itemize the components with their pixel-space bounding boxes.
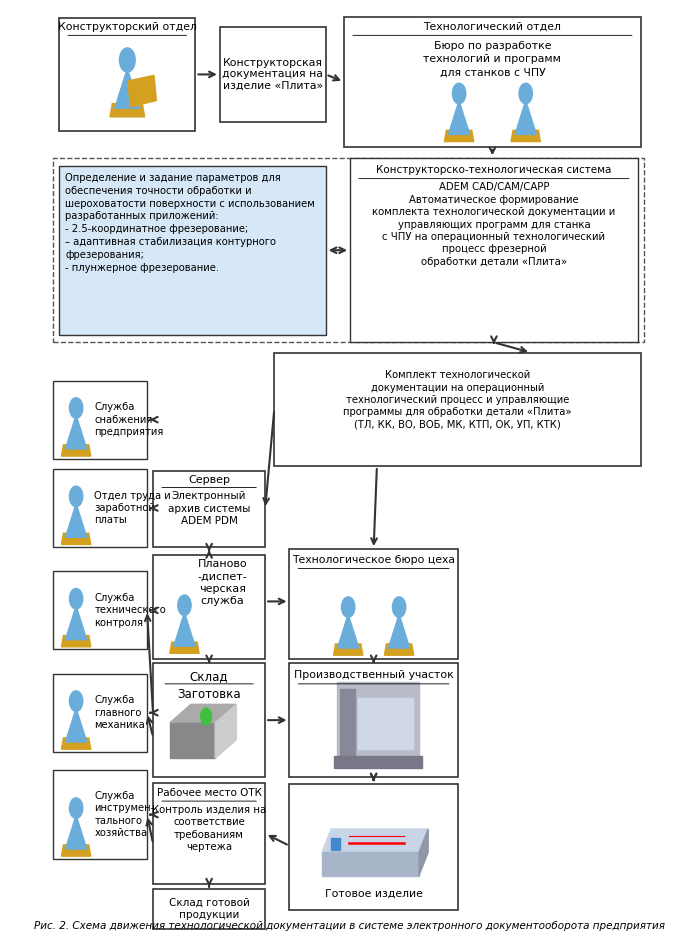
Polygon shape: [169, 723, 215, 758]
Polygon shape: [444, 130, 474, 141]
Circle shape: [178, 595, 191, 616]
Circle shape: [69, 691, 83, 711]
Polygon shape: [334, 756, 422, 768]
Polygon shape: [322, 829, 428, 853]
Circle shape: [69, 398, 83, 418]
FancyBboxPatch shape: [153, 554, 265, 659]
Polygon shape: [110, 104, 145, 117]
Circle shape: [69, 797, 83, 818]
Text: Служба
технического
контроля: Служба технического контроля: [94, 593, 166, 628]
Polygon shape: [215, 704, 237, 758]
FancyBboxPatch shape: [289, 664, 458, 777]
Circle shape: [69, 486, 83, 506]
Text: Служба
главного
механика: Служба главного механика: [94, 695, 145, 730]
Polygon shape: [515, 101, 536, 135]
Text: Готовое изделие: Готовое изделие: [325, 889, 423, 899]
Text: Технологическое бюро цеха: Технологическое бюро цеха: [292, 554, 455, 564]
Polygon shape: [384, 644, 414, 655]
Polygon shape: [62, 636, 91, 647]
Polygon shape: [65, 606, 87, 639]
Polygon shape: [337, 614, 359, 648]
Circle shape: [69, 589, 83, 609]
Polygon shape: [169, 704, 237, 723]
Polygon shape: [115, 68, 140, 109]
Circle shape: [519, 83, 533, 104]
FancyBboxPatch shape: [274, 353, 641, 466]
Text: Служба
инструмен-
тального
хозяйства: Служба инструмен- тального хозяйства: [94, 791, 155, 839]
FancyBboxPatch shape: [53, 469, 147, 547]
Text: ADEM CAD/CAM/CAPP
Автоматическое формирование
комплекта технологической документ: ADEM CAD/CAM/CAPP Автоматическое формиро…: [372, 183, 615, 267]
Polygon shape: [331, 839, 340, 851]
Polygon shape: [65, 416, 87, 449]
Text: Сервер: Сервер: [188, 475, 230, 486]
FancyBboxPatch shape: [344, 17, 641, 147]
FancyBboxPatch shape: [153, 471, 265, 547]
Text: Заготовка: Заготовка: [177, 688, 241, 700]
Text: Конструкторская
документация на
изделие «Плита»: Конструкторская документация на изделие …: [223, 58, 323, 91]
Text: Комплект технологической
документации на операционный
технологический процесс и : Комплект технологической документации на…: [343, 371, 572, 430]
Text: Склад: Склад: [190, 670, 228, 683]
Polygon shape: [337, 682, 419, 763]
Circle shape: [120, 48, 135, 72]
Text: Склад готовой
продукции: Склад готовой продукции: [169, 898, 250, 920]
FancyBboxPatch shape: [59, 166, 326, 335]
Polygon shape: [449, 101, 470, 135]
FancyBboxPatch shape: [350, 158, 638, 343]
Circle shape: [393, 597, 406, 618]
FancyBboxPatch shape: [153, 889, 265, 929]
Polygon shape: [62, 534, 91, 545]
FancyBboxPatch shape: [289, 784, 458, 910]
Text: Планово
-диспет-
черская
служба: Планово -диспет- черская служба: [197, 559, 247, 607]
Polygon shape: [333, 644, 363, 655]
Polygon shape: [128, 76, 156, 107]
Polygon shape: [389, 614, 410, 648]
Polygon shape: [322, 853, 419, 875]
Polygon shape: [419, 829, 428, 875]
FancyBboxPatch shape: [53, 571, 147, 650]
FancyBboxPatch shape: [53, 381, 147, 459]
Polygon shape: [62, 445, 91, 456]
Text: Электронный
архив системы
ADEM PDM: Электронный архив системы ADEM PDM: [168, 491, 251, 526]
Circle shape: [452, 83, 466, 104]
Circle shape: [342, 597, 355, 618]
Polygon shape: [174, 612, 195, 646]
FancyBboxPatch shape: [289, 548, 458, 659]
FancyBboxPatch shape: [153, 783, 265, 884]
Text: Служба
снабжения
предприятия: Служба снабжения предприятия: [94, 402, 164, 437]
Text: Бюро по разработке
технологий и программ
для станков с ЧПУ: Бюро по разработке технологий и программ…: [424, 41, 561, 78]
FancyBboxPatch shape: [53, 674, 147, 752]
Text: Отдел труда и
заработной
платы: Отдел труда и заработной платы: [94, 490, 171, 525]
Text: Технологический отдел: Технологический отдел: [424, 22, 561, 32]
Circle shape: [201, 708, 211, 724]
Polygon shape: [65, 504, 87, 537]
Text: Рабочее место ОТК: Рабочее место ОТК: [157, 788, 262, 798]
FancyBboxPatch shape: [53, 770, 147, 859]
Text: Рис. 2. Схема движения технологической документации в системе электронного докум: Рис. 2. Схема движения технологической д…: [34, 921, 666, 931]
Polygon shape: [340, 689, 356, 763]
Text: Конструкторский отдел: Конструкторский отдел: [58, 22, 197, 33]
Polygon shape: [65, 709, 87, 742]
Polygon shape: [62, 845, 91, 856]
Polygon shape: [65, 815, 87, 849]
Polygon shape: [62, 738, 91, 749]
Text: Конструкторско-технологическая система: Конструкторско-технологическая система: [376, 165, 612, 175]
Text: Контроль изделия на
соответствие
требованиям
чертежа: Контроль изделия на соответствие требова…: [152, 805, 266, 852]
FancyBboxPatch shape: [153, 664, 265, 777]
Text: Определение и задание параметров для
обеспечения точности обработки и
шероховато: Определение и задание параметров для обе…: [65, 173, 315, 272]
FancyBboxPatch shape: [220, 27, 326, 122]
Polygon shape: [511, 130, 540, 141]
Text: Производственный участок: Производственный участок: [294, 670, 454, 680]
FancyBboxPatch shape: [59, 18, 195, 131]
Polygon shape: [170, 642, 199, 653]
Polygon shape: [358, 698, 413, 749]
